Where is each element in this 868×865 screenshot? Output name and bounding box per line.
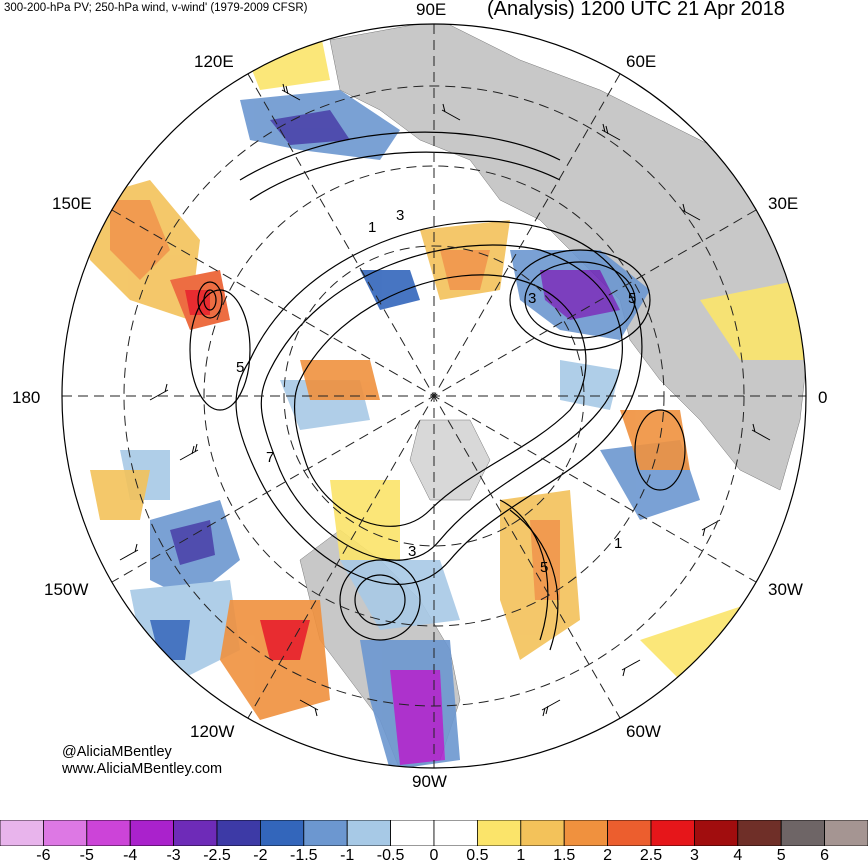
colorbar-swatch [563, 820, 609, 846]
colorbar [0, 820, 868, 846]
colorbar-tick-label: 1 [516, 847, 526, 864]
colorbar-tick-label: -4 [123, 847, 138, 864]
credit-website[interactable]: www.AliciaMBentley.com [62, 761, 223, 777]
lon-label-180: 180 [12, 388, 41, 407]
map-title: (Analysis) 1200 UTC 21 Apr 2018 [487, 0, 785, 20]
graticule [62, 24, 806, 768]
colorbar-tick-label: 4 [733, 847, 743, 864]
lon-label-120e: 120E [194, 52, 234, 71]
colorbar-tick-label: -2.5 [203, 847, 231, 864]
colorbar-swatch [129, 820, 174, 846]
colorbar-swatch [303, 820, 348, 846]
lon-label-120w: 120W [190, 722, 235, 741]
lon-label-60e: 60E [626, 52, 657, 71]
colorbar-tick-label: 3 [689, 847, 699, 864]
colorbar-tick-label: -0.5 [376, 847, 405, 864]
colorbar-tick-label: 2.5 [639, 847, 663, 864]
colorbar-tick-label: 6 [820, 847, 830, 864]
colorbar-swatch [259, 820, 305, 846]
colorbar-swatch [737, 820, 782, 846]
pv-contours [189, 131, 686, 651]
colorbar-swatch [650, 820, 695, 846]
contour-label: 5 [628, 290, 636, 307]
colorbar-tick-label: -1.5 [290, 847, 318, 864]
contour-label: 7 [266, 449, 274, 466]
colorbar-tick-label: 0 [429, 847, 439, 864]
colorbar-tick-label: -5 [79, 847, 94, 864]
colorbar-swatch [824, 820, 868, 846]
colorbar-swatch [43, 820, 88, 846]
colorbar-tick-label: 1.5 [553, 847, 576, 864]
colorbar-tick-label: -1 [340, 847, 355, 864]
colorbar-swatch [694, 820, 739, 846]
contour-label: 5 [236, 359, 244, 376]
lon-label-150e: 150E [52, 194, 92, 213]
map-boundary [61, 23, 807, 769]
positive-anomalies [80, 30, 806, 720]
contour-label: 5 [540, 559, 548, 576]
contour-label: 3 [396, 207, 404, 224]
colorbar-swatch [216, 820, 261, 846]
colorbar-swatch [607, 820, 652, 846]
contour-label: 3 [528, 290, 536, 307]
contour-label: 1 [368, 219, 376, 236]
lon-label-30w: 30W [768, 580, 803, 599]
colorbar-swatch [346, 820, 392, 846]
colorbar-swatch [476, 820, 522, 846]
lon-label-30e: 30E [768, 194, 799, 213]
wind-barbs [119, 83, 771, 717]
colorbar-tick-label: -3 [166, 847, 181, 864]
lon-label-0: 0 [818, 388, 828, 407]
colorbar-swatch [433, 820, 478, 846]
map-subtitle: 300-200-hPa PV; 250-hPa wind, v-wind' (1… [4, 2, 308, 14]
colorbar-tick-label: -6 [36, 847, 51, 864]
colorbar-swatch [0, 820, 44, 846]
contour-label: 3 [408, 543, 416, 560]
colorbar-swatch [390, 820, 435, 846]
colorbar-swatch [520, 820, 565, 846]
colorbar-swatch [86, 820, 131, 846]
colorbar-tick-label: -2 [253, 847, 268, 864]
lon-label-150w: 150W [44, 580, 89, 599]
contour-label: 1 [614, 535, 622, 552]
colorbar-tick-label: 0.5 [466, 847, 489, 864]
credit-handle: @AliciaMBentley [62, 744, 172, 760]
lon-label-60w: 60W [626, 722, 661, 741]
lon-label-90e: 90E [416, 0, 447, 19]
lon-label-90w: 90W [412, 772, 447, 791]
colorbar-swatch [173, 820, 218, 846]
colorbar-tick-label: 2 [603, 847, 613, 864]
colorbar-swatch [780, 820, 826, 846]
colorbar-tick-label: 5 [776, 847, 786, 864]
